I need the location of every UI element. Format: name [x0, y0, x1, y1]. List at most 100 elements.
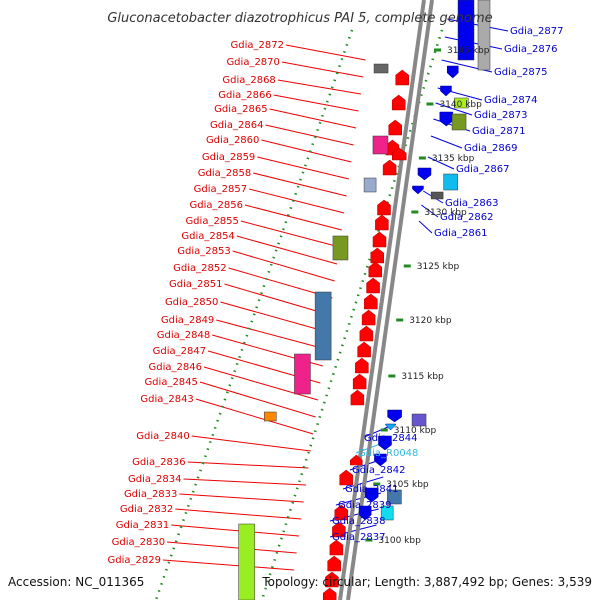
reverse-gene-arrow	[378, 435, 392, 451]
forward-gene-label: Gdia_2854	[181, 231, 234, 242]
forward-connector	[162, 559, 295, 571]
forward-gene-label: Gdia_2865	[214, 104, 267, 115]
forward-gene-label: Gdia_2868	[222, 75, 275, 86]
forward-connector	[273, 94, 359, 112]
forward-gene-label: Gdia_2845	[144, 377, 197, 388]
forward-gene-label: Gdia_2855	[185, 216, 238, 227]
gene-feature-magenta	[372, 135, 389, 155]
forward-gene-arrow	[334, 504, 349, 521]
forward-connector	[285, 44, 366, 61]
forward-gene-label: Gdia_2832	[120, 504, 173, 515]
forward-gene-arrow	[370, 247, 385, 264]
forward-gene-label: Gdia_2831	[116, 520, 169, 531]
gene-feature-purple	[411, 413, 427, 427]
forward-connector	[265, 124, 354, 146]
forward-gene-arrow	[359, 325, 374, 342]
genome-summary-text: Topology: circular; Length: 3,887,492 bp…	[261, 575, 592, 589]
forward-gene-label: Gdia_2853	[177, 246, 230, 257]
reverse-gene-label: Gdia_2875	[494, 67, 547, 78]
gene-feature-steelblue	[387, 489, 402, 505]
tick-lane-left	[154, 29, 354, 600]
reverse-gene-label: Gdia_2841	[345, 484, 398, 495]
rna-gene-arrow	[385, 423, 396, 431]
reverse-gene-label: Gdia_2867	[456, 164, 509, 175]
forward-connector	[183, 478, 307, 486]
reverse-gene-arrow	[417, 167, 432, 181]
reverse-gene-label: Gdia_2862	[440, 212, 493, 223]
gene-feature-olive	[451, 113, 467, 131]
forward-gene-label: Gdia_2850	[165, 297, 218, 308]
forward-connector	[203, 366, 319, 401]
reverse-gene-label: Gdia_2876	[504, 44, 557, 55]
forward-gene-label: Gdia_2829	[108, 555, 161, 566]
reverse-gene-arrow	[387, 409, 402, 423]
reverse-connector	[427, 156, 455, 170]
forward-gene-label: Gdia_2834	[128, 474, 181, 485]
kbp-tick-label: 3120 kbp	[409, 316, 452, 326]
reverse-gene-label: Gdia_2839	[338, 500, 391, 511]
reverse-gene-arrow	[412, 185, 424, 195]
gene-feature-steelblue	[314, 291, 332, 361]
forward-gene-arrow	[339, 469, 353, 486]
forward-connector	[269, 108, 357, 129]
forward-gene-arrow	[322, 587, 337, 600]
gene-feature-orange	[264, 411, 277, 422]
forward-gene-label: Gdia_2860	[206, 135, 259, 146]
gene-feature-cyan	[443, 173, 458, 191]
reverse-gene-block-grey	[477, 0, 491, 71]
reverse-gene-arrow	[374, 453, 387, 467]
gene-feature-lime	[454, 97, 469, 109]
gene-feature-olive	[332, 235, 349, 261]
forward-gene-arrow	[352, 373, 367, 390]
reverse-connector	[430, 135, 463, 149]
forward-gene-label: Gdia_2840	[136, 431, 189, 442]
forward-gene-arrow	[366, 277, 380, 294]
reverse-gene-arrow	[440, 85, 452, 97]
forward-gene-arrow	[361, 309, 376, 326]
forward-gene-arrow	[382, 159, 397, 176]
forward-gene-label: Gdia_2859	[202, 152, 255, 163]
kbp-tick-label: 3145 kbp	[447, 46, 490, 56]
forward-connector	[199, 381, 316, 418]
kbp-tick-label: 3100 kbp	[378, 536, 421, 546]
forward-connector	[253, 172, 347, 197]
forward-connector	[236, 235, 338, 265]
forward-connector	[167, 541, 297, 554]
reverse-gene-label: Gdia_2861	[434, 228, 487, 239]
forward-connector	[216, 319, 326, 350]
rna-gene-label: Gdia_R0048	[358, 448, 418, 459]
reverse-gene-label: Gdia_2837	[332, 532, 385, 543]
reverse-connector	[421, 204, 439, 218]
forward-connector	[220, 301, 328, 333]
kbp-tick-label: 3140 kbp	[439, 100, 482, 110]
forward-gene-label: Gdia_2864	[210, 120, 263, 131]
backbone-line-right	[346, 0, 434, 600]
reverse-gene-label: Gdia_2869	[464, 143, 517, 154]
reverse-gene-arrow	[358, 505, 372, 521]
gene-feature-lime	[238, 523, 255, 600]
reverse-gene-label: Gdia_2874	[484, 95, 537, 106]
forward-gene-arrow	[375, 214, 389, 231]
forward-connector	[240, 220, 340, 248]
forward-gene-arrow	[368, 261, 383, 278]
reverse-gene-arrow	[439, 111, 454, 127]
forward-gene-label: Gdia_2836	[132, 457, 185, 468]
gene-feature-grey	[373, 63, 389, 74]
gene-feature-magenta	[294, 353, 311, 395]
reverse-gene-label: Gdia_2842	[352, 465, 405, 476]
forward-connector	[171, 524, 300, 537]
reverse-gene-label: Gdia_2838	[332, 516, 385, 527]
reverse-gene-label: Gdia_2863	[445, 198, 498, 209]
forward-connector	[224, 283, 331, 316]
gene-labels: 3100 kbp 3105 kbp 3110 kbp 3115 kbp 3120 kbp…	[108, 26, 564, 566]
tick-lines	[154, 29, 444, 600]
reverse-connector	[361, 425, 391, 439]
forward-connector	[248, 188, 345, 214]
reverse-gene-arrow	[364, 487, 379, 503]
forward-connector	[244, 204, 342, 231]
reverse-connector	[435, 102, 473, 116]
forward-gene-arrow	[357, 341, 371, 358]
forward-connector	[175, 508, 302, 520]
forward-gene-label: Gdia_2852	[173, 263, 226, 274]
